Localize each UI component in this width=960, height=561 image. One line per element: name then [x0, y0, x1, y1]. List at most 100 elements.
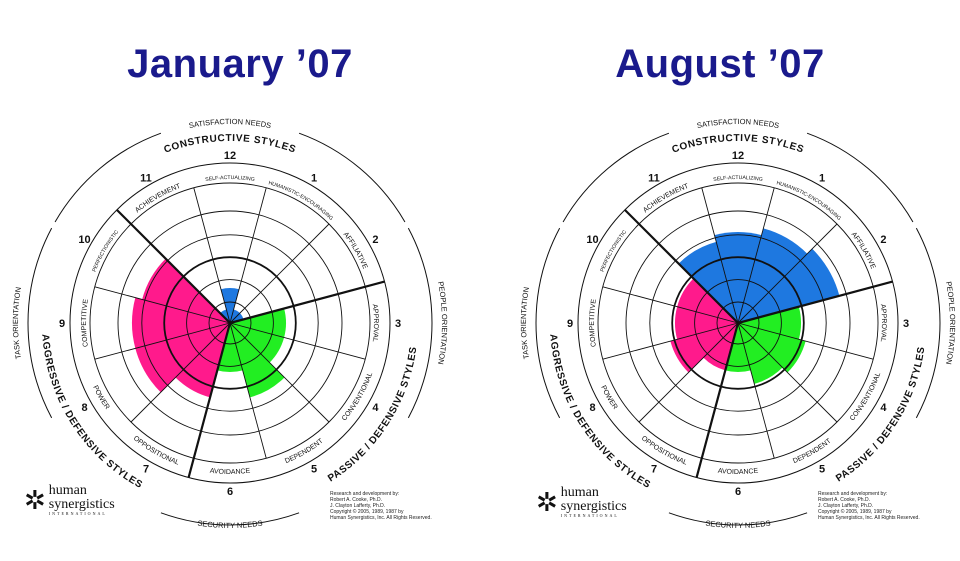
human-synergistics-logo: ✲ human synergistics INTERNATIONAL — [24, 484, 115, 516]
style-number-6: 6 — [735, 486, 741, 498]
segment-divider — [94, 286, 231, 324]
score-wedge-3 — [230, 308, 287, 338]
segment-divider — [193, 187, 231, 324]
style-label-9: COMPETITIVE — [81, 298, 90, 347]
score-wedge-6 — [217, 323, 243, 372]
style-number-12: 12 — [732, 150, 744, 162]
august-panel: August ’07 HUMANISTIC-ENCOURAGING 1 AFFILI… — [480, 0, 960, 561]
scale-ring — [89, 182, 371, 464]
logo-star-icon: ✲ — [24, 485, 46, 515]
logo-star-icon: ✲ — [536, 487, 558, 517]
score-wedge-3 — [738, 306, 801, 340]
style-number-2: 2 — [372, 234, 378, 246]
logo-line1: human — [560, 485, 599, 500]
group-divider — [737, 280, 893, 325]
segment-divider — [737, 223, 838, 324]
style-number-2: 2 — [880, 234, 886, 246]
style-number-12: 12 — [224, 150, 236, 162]
style-label-11: ACHIEVEMENT — [134, 183, 182, 215]
passive-defensive-label: PASSIVE / DEFENSIVE STYLES — [326, 346, 419, 485]
style-number-1: 1 — [819, 173, 825, 185]
credit-line: Copyright © 2005, 1989, 1987 by — [818, 509, 892, 515]
chart-title: August ’07 — [615, 42, 825, 86]
security-arc — [668, 512, 808, 526]
style-label-3: APPROVAL — [371, 304, 379, 342]
style-number-7: 7 — [143, 463, 149, 475]
credits: Research and development by: Robert A. C… — [330, 491, 460, 521]
credit-line: Human Synergistics, Inc. All Rights Rese… — [818, 515, 920, 521]
segment-divider — [638, 322, 739, 423]
scale-ring — [716, 301, 760, 345]
score-wedge-2 — [230, 313, 244, 323]
group-divider — [624, 209, 739, 324]
credit-line: Robert A. Cooke, Ph.D. — [818, 497, 870, 503]
scale-ring — [597, 182, 879, 464]
credits: Research and development by: Robert A. C… — [818, 491, 948, 521]
credit-line: Robert A. Cooke, Ph.D. — [330, 497, 382, 503]
segment-divider — [737, 322, 838, 423]
style-number-5: 5 — [311, 463, 317, 475]
credit-line: Research and development by: — [818, 491, 888, 497]
style-label-6: AVOIDANCE — [717, 468, 758, 476]
style-label-4: CONVENTIONAL — [849, 372, 882, 423]
credit-line: J. Clayton Lafferty, Ph.D. — [818, 503, 874, 509]
segment-divider — [229, 322, 267, 459]
aggressive-defensive-label: AGGRESSIVE / DEFENSIVE STYLES — [39, 334, 144, 491]
credit-line: Copyright © 2005, 1989, 1987 by — [330, 509, 404, 515]
people-orientation-label: PEOPLE ORIENTATION — [436, 281, 449, 366]
logo-line2: synergistics — [560, 499, 627, 514]
task-orientation-label: TASK ORIENTATION — [11, 286, 23, 359]
circumplex-chart-august: HUMANISTIC-ENCOURAGING1AFFILIATIVE2APPRO… — [519, 117, 957, 530]
group-divider — [116, 209, 231, 324]
group-divider — [229, 280, 385, 325]
score-wedge-4 — [230, 323, 285, 363]
style-number-8: 8 — [589, 402, 595, 414]
security-needs-label: SECURITY NEEDS — [705, 518, 771, 530]
scale-ring — [649, 234, 827, 412]
logo-line2: synergistics — [48, 497, 115, 512]
style-label-1: HUMANISTIC-ENCOURAGING — [776, 180, 842, 222]
style-label-12: SELF-ACTUALIZING — [205, 175, 255, 183]
style-number-10: 10 — [586, 234, 598, 246]
human-synergistics-logo: ✲ human synergistics INTERNATIONAL — [536, 486, 627, 518]
segment-divider — [602, 286, 739, 324]
score-wedge-6 — [725, 323, 751, 372]
task-arc — [535, 227, 561, 419]
score-wedge-12 — [220, 288, 240, 323]
logo-line1: human — [48, 483, 87, 498]
segment-divider — [229, 187, 267, 324]
group-divider — [695, 322, 740, 478]
score-wedge-7 — [175, 323, 230, 398]
score-wedge-1 — [230, 309, 240, 323]
style-label-12: SELF-ACTUALIZING — [713, 175, 763, 183]
style-label-6: AVOIDANCE — [209, 468, 250, 476]
outer-ring — [577, 162, 899, 484]
people-arc — [915, 227, 941, 419]
scale-ring — [671, 256, 805, 390]
scale-ring — [117, 210, 343, 436]
scale-ring — [163, 256, 297, 390]
segment-divider — [737, 322, 874, 360]
people-orientation-label: PEOPLE ORIENTATION — [944, 281, 957, 366]
score-wedge-9 — [132, 297, 230, 349]
aggressive-defensive-label: AGGRESSIVE / DEFENSIVE STYLES — [547, 334, 652, 491]
scale-ring — [208, 301, 252, 345]
style-number-4: 4 — [880, 402, 887, 414]
circumplex-chart-january: HUMANISTIC-ENCOURAGING1AFFILIATIVE2APPRO… — [11, 117, 449, 530]
segment-divider — [602, 322, 739, 360]
logo-line3: INTERNATIONAL — [48, 511, 107, 516]
score-wedge-2 — [738, 248, 840, 323]
group-divider — [187, 322, 232, 478]
segment-divider — [94, 322, 231, 360]
score-wedge-9 — [675, 306, 738, 340]
passive-defensive-label: PASSIVE / DEFENSIVE STYLES — [834, 346, 927, 485]
satisfaction-needs-label: SATISFACTION NEEDS — [696, 117, 780, 130]
score-wedge-5 — [230, 323, 285, 398]
style-label-9: COMPETITIVE — [589, 298, 598, 347]
chart-title: January ’07 — [127, 42, 353, 86]
segment-divider — [229, 322, 366, 360]
satisfaction-needs-label: SATISFACTION NEEDS — [188, 117, 272, 130]
satisfaction-arc-right — [298, 132, 406, 223]
scale-ring — [186, 279, 274, 367]
scale-ring — [694, 279, 782, 367]
